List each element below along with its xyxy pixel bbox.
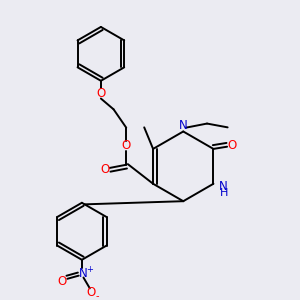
Text: -: - — [95, 291, 99, 300]
Text: O: O — [100, 163, 109, 176]
Text: N: N — [179, 119, 188, 132]
Text: O: O — [96, 87, 106, 100]
Text: O: O — [227, 139, 236, 152]
Text: +: + — [86, 265, 93, 274]
Text: O: O — [87, 286, 96, 298]
Text: O: O — [122, 139, 131, 152]
Text: H: H — [219, 188, 228, 198]
Text: N: N — [219, 180, 228, 193]
Text: N: N — [79, 267, 88, 280]
Text: O: O — [58, 275, 67, 289]
